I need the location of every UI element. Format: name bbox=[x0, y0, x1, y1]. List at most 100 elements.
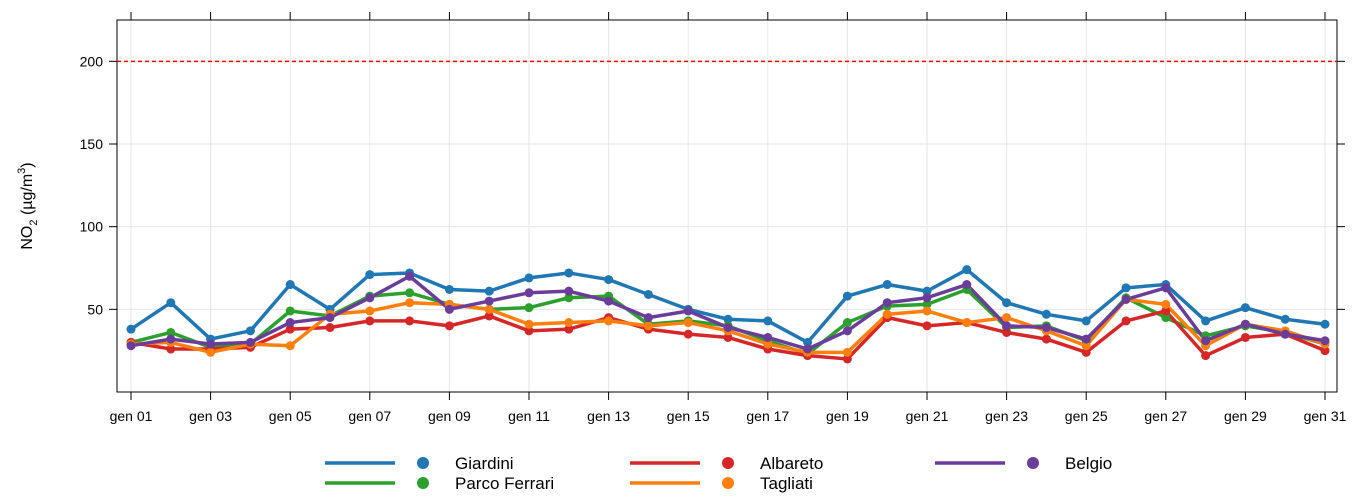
data-point bbox=[484, 296, 494, 306]
x-tick-label: gen 05 bbox=[269, 408, 312, 424]
data-point bbox=[206, 339, 216, 349]
data-point bbox=[564, 286, 574, 296]
data-point bbox=[1161, 283, 1171, 293]
data-point bbox=[882, 280, 892, 290]
data-point bbox=[1041, 309, 1051, 319]
legend-label: Albareto bbox=[760, 454, 823, 473]
data-point bbox=[444, 304, 454, 314]
data-point bbox=[803, 337, 813, 347]
x-tick-label: gen 15 bbox=[667, 408, 710, 424]
x-tick-label: gen 23 bbox=[985, 408, 1028, 424]
data-point bbox=[524, 288, 534, 298]
x-tick-label: gen 13 bbox=[587, 408, 630, 424]
y-label-end: ) bbox=[19, 162, 36, 167]
data-point bbox=[1002, 298, 1012, 308]
data-point bbox=[1280, 314, 1290, 324]
data-point bbox=[285, 324, 295, 334]
data-point bbox=[842, 354, 852, 364]
data-point bbox=[922, 321, 932, 331]
data-point bbox=[126, 324, 136, 334]
y-label-mid: (µg/m bbox=[19, 174, 36, 220]
legend-label: Giardini bbox=[455, 454, 514, 473]
data-point bbox=[803, 344, 813, 354]
data-point bbox=[524, 319, 534, 329]
data-point bbox=[564, 318, 574, 328]
legend-label: Belgio bbox=[1065, 454, 1112, 473]
data-point bbox=[962, 280, 972, 290]
data-point bbox=[285, 341, 295, 351]
x-tick-label: gen 21 bbox=[906, 408, 949, 424]
y-tick-label: 150 bbox=[80, 136, 104, 152]
x-tick-label: gen 07 bbox=[348, 408, 391, 424]
data-point bbox=[1240, 332, 1250, 342]
data-point bbox=[604, 275, 614, 285]
data-point bbox=[1121, 283, 1131, 293]
data-point bbox=[962, 318, 972, 328]
legend-label: Parco Ferrari bbox=[455, 474, 554, 493]
data-point bbox=[405, 316, 415, 326]
data-point bbox=[484, 311, 494, 321]
data-point bbox=[405, 288, 415, 298]
data-point bbox=[922, 306, 932, 316]
y-axis-label: NO2 (µg/m3) bbox=[16, 162, 40, 249]
data-point bbox=[1201, 351, 1211, 361]
data-point bbox=[484, 304, 494, 314]
data-point bbox=[1081, 316, 1091, 326]
data-point bbox=[842, 291, 852, 301]
data-point bbox=[564, 324, 574, 334]
data-point bbox=[405, 271, 415, 281]
legend-point bbox=[722, 457, 734, 469]
data-point bbox=[245, 337, 255, 347]
x-tick-label: gen 01 bbox=[110, 408, 153, 424]
y-label-sup: 3 bbox=[16, 168, 28, 174]
data-point bbox=[763, 339, 773, 349]
data-point bbox=[604, 296, 614, 306]
data-point bbox=[325, 313, 335, 323]
data-point bbox=[882, 309, 892, 319]
data-point bbox=[842, 347, 852, 357]
data-point bbox=[604, 316, 614, 326]
data-point bbox=[1320, 346, 1330, 356]
data-point bbox=[842, 326, 852, 336]
data-point bbox=[1240, 319, 1250, 329]
x-tick-label: gen 29 bbox=[1224, 408, 1267, 424]
data-point bbox=[643, 313, 653, 323]
plot-frame bbox=[116, 19, 1338, 393]
data-point bbox=[1081, 341, 1091, 351]
data-point bbox=[683, 329, 693, 339]
data-point bbox=[723, 323, 733, 333]
data-point bbox=[922, 286, 932, 296]
data-point bbox=[285, 306, 295, 316]
data-point bbox=[285, 280, 295, 290]
data-point bbox=[1041, 323, 1051, 333]
x-tick-label: gen 17 bbox=[746, 408, 789, 424]
data-point bbox=[922, 299, 932, 309]
data-point bbox=[962, 265, 972, 275]
data-point bbox=[1041, 334, 1051, 344]
data-point bbox=[365, 316, 375, 326]
data-point bbox=[1240, 303, 1250, 313]
data-point bbox=[206, 347, 216, 357]
data-point bbox=[524, 326, 534, 336]
data-point bbox=[1081, 347, 1091, 357]
data-point bbox=[1161, 313, 1171, 323]
data-point bbox=[484, 286, 494, 296]
y-tick-label: 100 bbox=[80, 219, 104, 235]
data-point bbox=[1161, 299, 1171, 309]
data-point bbox=[842, 318, 852, 328]
data-point bbox=[1002, 313, 1012, 323]
data-point bbox=[524, 273, 534, 283]
data-point bbox=[1121, 294, 1131, 304]
data-point bbox=[763, 316, 773, 326]
y-label-main: NO bbox=[19, 226, 36, 250]
data-point bbox=[723, 332, 733, 342]
data-point bbox=[365, 270, 375, 280]
data-point bbox=[1161, 306, 1171, 316]
data-point bbox=[1002, 321, 1012, 331]
data-point bbox=[723, 314, 733, 324]
data-point bbox=[245, 326, 255, 336]
data-point bbox=[166, 298, 176, 308]
data-point bbox=[166, 344, 176, 354]
data-point bbox=[564, 268, 574, 278]
data-point bbox=[126, 341, 136, 351]
